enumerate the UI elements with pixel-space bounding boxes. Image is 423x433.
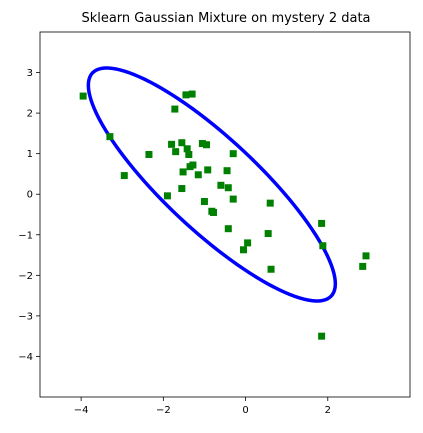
data-point <box>182 91 190 99</box>
y-tick-label: −1 <box>18 230 33 241</box>
data-point <box>178 139 186 147</box>
x-tick-label: −4 <box>74 405 89 416</box>
data-point <box>188 90 196 98</box>
data-point <box>198 140 206 148</box>
x-tick-label: 2 <box>325 405 331 416</box>
data-point <box>224 184 232 192</box>
data-point <box>106 133 114 141</box>
data-point <box>267 265 275 273</box>
data-point <box>240 246 247 254</box>
data-point <box>185 150 193 158</box>
data-point <box>209 208 217 216</box>
data-point <box>319 242 327 250</box>
data-point <box>224 225 232 233</box>
y-tick-label: 2 <box>27 109 33 120</box>
data-point <box>318 219 326 227</box>
ellipse-layer <box>86 66 338 303</box>
points-layer <box>79 90 370 340</box>
data-point <box>194 171 202 179</box>
chart-title: Sklearn Gaussian Mixture on mystery 2 da… <box>81 11 370 26</box>
y-tick-label: 0 <box>27 190 33 201</box>
data-point <box>79 92 87 100</box>
data-point <box>217 181 225 189</box>
x-tick-label: 0 <box>242 405 248 416</box>
y-tick-label: −4 <box>18 352 33 363</box>
data-point <box>178 185 186 193</box>
data-point <box>229 195 237 203</box>
data-point <box>204 166 212 174</box>
x-axis: −4 −2 0 2 <box>74 397 331 416</box>
data-point <box>359 262 367 270</box>
data-point <box>318 332 326 340</box>
data-point <box>229 150 237 158</box>
y-tick-label: 1 <box>27 149 33 160</box>
data-point <box>203 141 210 149</box>
data-point <box>264 230 272 238</box>
x-tick-label: −2 <box>156 405 171 416</box>
gaussian-ellipse <box>86 66 338 303</box>
y-tick-label: −2 <box>18 271 33 282</box>
y-tick-label: −3 <box>18 311 33 322</box>
data-point <box>179 168 187 176</box>
data-point <box>171 105 179 113</box>
data-point <box>145 150 153 158</box>
data-point <box>172 148 180 156</box>
plot-area <box>39 31 411 398</box>
data-point <box>168 140 176 148</box>
data-point <box>223 167 231 175</box>
data-point <box>244 239 252 247</box>
data-point <box>200 198 208 206</box>
y-axis: −4 −3 −2 −1 0 1 2 3 <box>18 68 40 363</box>
data-point <box>120 172 128 180</box>
data-point <box>266 199 274 207</box>
data-point <box>362 252 370 260</box>
data-point <box>189 161 197 169</box>
data-point <box>183 145 191 153</box>
data-point <box>163 192 171 200</box>
y-tick-label: 3 <box>27 68 33 79</box>
